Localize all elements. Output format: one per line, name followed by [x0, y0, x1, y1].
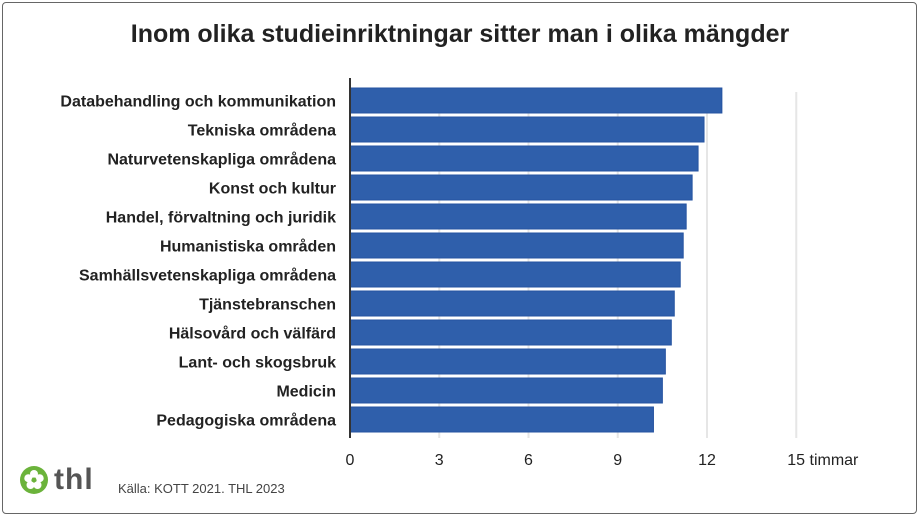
x-tick-label: 0 [346, 452, 355, 469]
category-label: Hälsovård och välfärd [169, 325, 336, 343]
category-label: Medicin [276, 384, 336, 401]
category-label: Databehandling och kommunikation [60, 94, 336, 111]
thl-logo: thl [20, 463, 94, 497]
bar [349, 348, 666, 375]
logo-text: thl [54, 463, 94, 496]
x-tick-label: 9 [613, 452, 622, 469]
category-label: Tjänstebranschen [199, 297, 336, 314]
bar [349, 377, 663, 404]
bar [349, 116, 705, 143]
bar [349, 319, 672, 346]
category-label: Konst och kultur [209, 181, 336, 198]
bar [349, 232, 684, 259]
bar [349, 261, 681, 288]
category-label: Naturvetenskapliga områdena [107, 151, 336, 169]
bar [349, 406, 654, 433]
x-tick-label: 15 timmar [787, 452, 859, 469]
x-tick-label: 3 [435, 452, 444, 469]
chart-title: Inom olika studieinriktningar sitter man… [130, 20, 790, 48]
bar [349, 87, 723, 114]
bar [349, 174, 693, 201]
bar [349, 145, 699, 172]
x-tick-label: 6 [524, 452, 533, 469]
bar [349, 203, 687, 230]
category-label: Handel, förvaltning och juridik [106, 210, 336, 227]
x-tick-label: 12 [698, 452, 716, 469]
flower-icon [20, 466, 48, 494]
category-label: Tekniska områdena [188, 122, 336, 140]
source-note: Källa: KOTT 2021. THL 2023 [118, 481, 285, 496]
category-label: Pedagogiska områdena [156, 412, 336, 430]
category-label: Humanistiska områden [160, 238, 336, 256]
bar [349, 290, 675, 317]
category-label: Samhällsvetenskapliga områdena [79, 267, 336, 285]
category-label: Lant- och skogsbruk [179, 355, 336, 372]
